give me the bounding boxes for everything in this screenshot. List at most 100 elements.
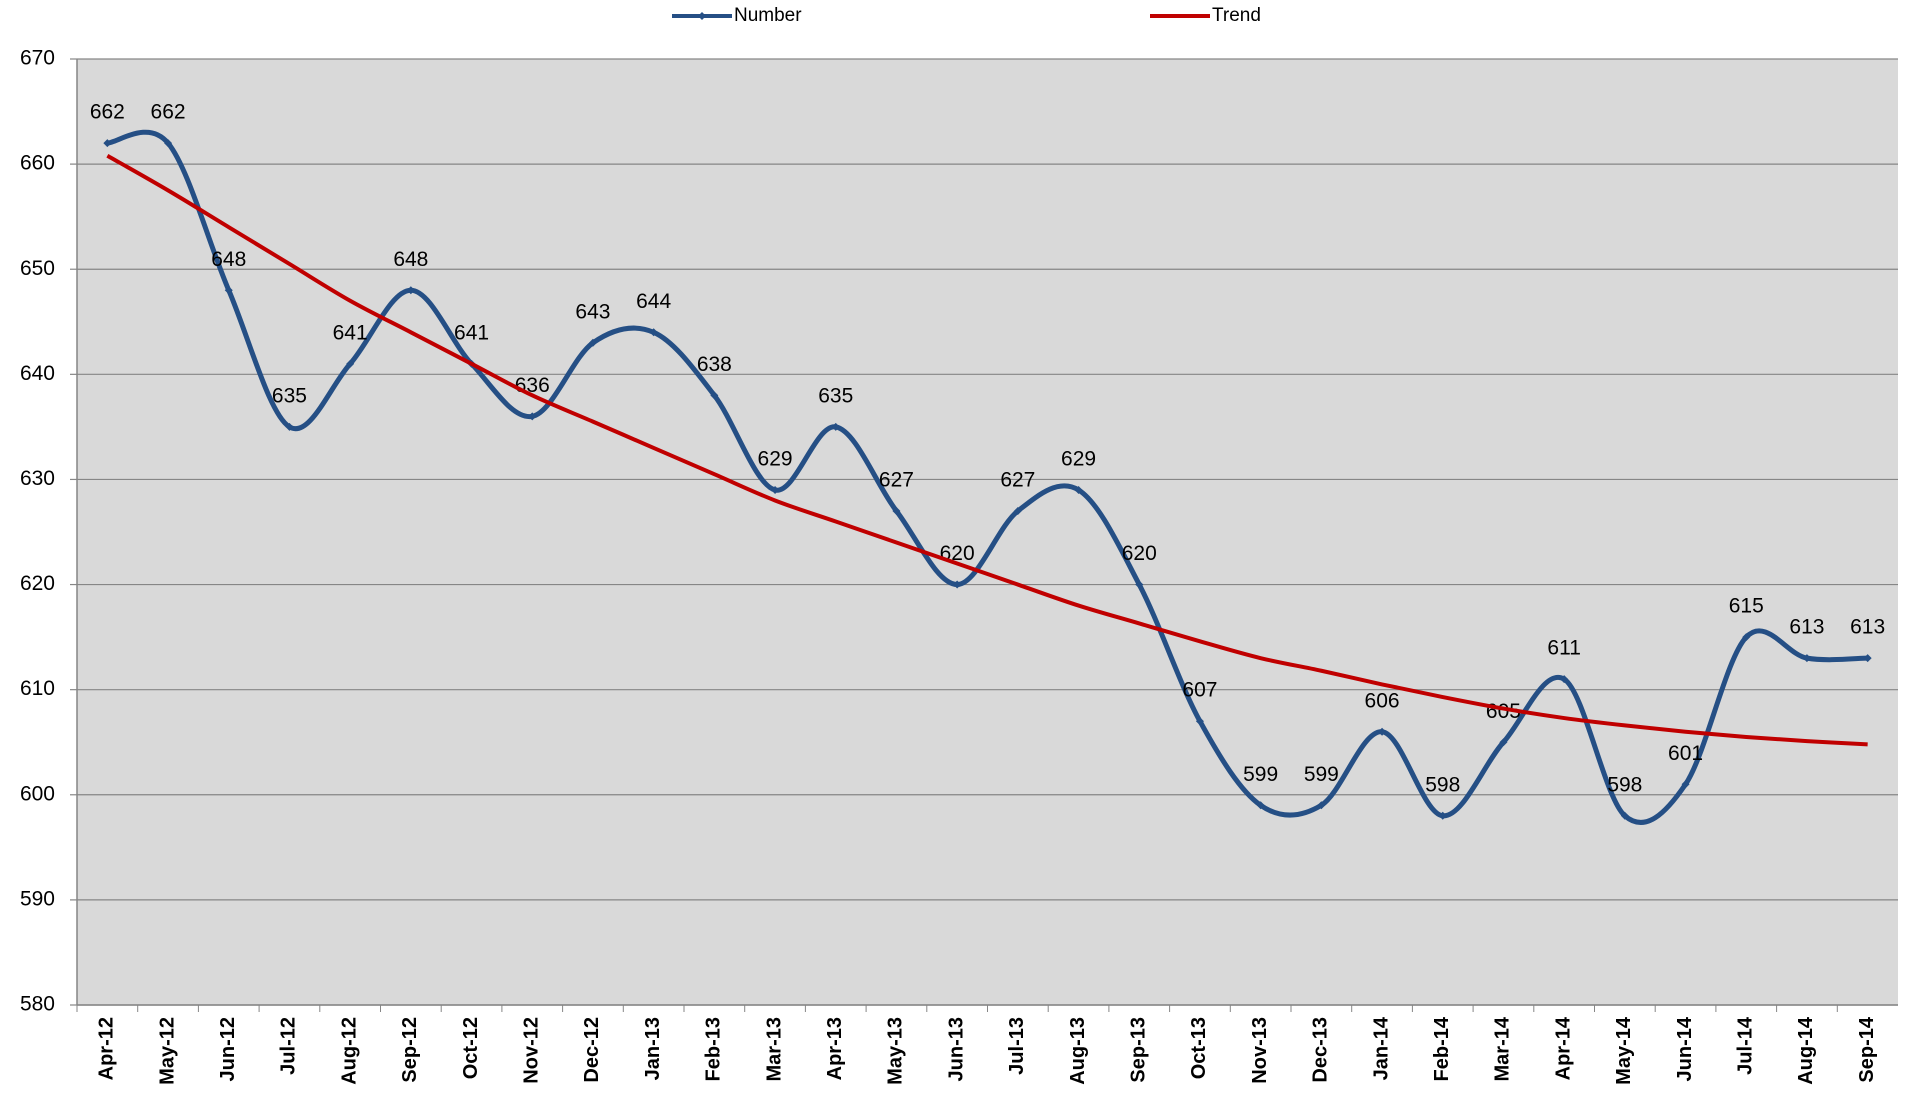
- point-marker: [892, 506, 901, 515]
- data-label: 648: [393, 248, 428, 271]
- y-tick-label: 600: [20, 782, 55, 805]
- data-label: 599: [1243, 763, 1278, 786]
- x-tick-label: May-13: [885, 1017, 907, 1085]
- data-label: 629: [758, 448, 793, 471]
- data-label: 629: [1061, 448, 1096, 471]
- x-tick-label: Aug-13: [1067, 1017, 1089, 1085]
- point-marker: [588, 338, 597, 347]
- x-tick-label: Apr-14: [1552, 1016, 1574, 1080]
- point-marker: [103, 139, 112, 148]
- point-marker: [1620, 811, 1629, 820]
- data-label: 648: [211, 248, 246, 271]
- x-tick-label: Nov-12: [521, 1017, 543, 1084]
- legend-label: Trend: [1212, 5, 1261, 26]
- point-marker: [953, 580, 962, 589]
- point-marker: [406, 286, 415, 295]
- point-marker: [1013, 506, 1022, 515]
- plot-area: [77, 59, 1898, 1005]
- x-tick-label: Dec-12: [581, 1017, 603, 1083]
- data-label: 599: [1304, 763, 1339, 786]
- point-marker: [1378, 727, 1387, 736]
- data-label: 662: [151, 101, 186, 124]
- x-tick-label: Jul-14: [1735, 1016, 1757, 1075]
- data-label: 598: [1607, 773, 1642, 796]
- data-label: 641: [454, 321, 489, 344]
- point-marker: [1681, 780, 1690, 789]
- x-tick-label: Mar-13: [763, 1017, 785, 1081]
- point-marker: [1074, 485, 1083, 494]
- y-tick-label: 590: [20, 887, 55, 910]
- x-tick-label: Jun-12: [217, 1017, 239, 1081]
- x-tick-label: Aug-14: [1795, 1016, 1817, 1085]
- data-label: 606: [1365, 689, 1400, 712]
- data-label: 627: [1000, 469, 1035, 492]
- point-marker: [1742, 633, 1751, 642]
- data-label: 611: [1547, 637, 1580, 660]
- data-label: 638: [697, 353, 732, 376]
- point-marker: [528, 412, 537, 421]
- x-tick-label: Oct-12: [460, 1017, 482, 1079]
- data-label: 620: [1122, 542, 1157, 565]
- x-tick-label: Feb-14: [1431, 1016, 1453, 1081]
- x-tick-label: May-14: [1613, 1016, 1635, 1085]
- data-label: 662: [90, 101, 125, 124]
- point-marker: [1256, 801, 1265, 810]
- x-tick-label: Apr-12: [96, 1017, 118, 1080]
- x-tick-label: Jul-12: [278, 1017, 300, 1075]
- legend-label: Number: [734, 5, 802, 26]
- y-tick-label: 630: [20, 467, 55, 490]
- data-label: 635: [818, 384, 853, 407]
- x-tick-label: Dec-13: [1310, 1017, 1332, 1083]
- point-marker: [1317, 801, 1326, 810]
- x-tick-label: Oct-13: [1188, 1017, 1210, 1079]
- point-marker: [346, 359, 355, 368]
- point-marker: [224, 286, 233, 295]
- data-label: 601: [1668, 742, 1703, 765]
- point-marker: [1802, 654, 1811, 663]
- point-marker: [1195, 717, 1204, 726]
- x-tick-label: Jan-13: [642, 1017, 664, 1080]
- point-marker: [1438, 811, 1447, 820]
- y-tick-label: 650: [20, 257, 55, 280]
- point-marker: [649, 328, 658, 337]
- point-marker: [285, 422, 294, 431]
- x-tick-label: Sep-12: [399, 1017, 421, 1083]
- data-label: 607: [1182, 679, 1217, 702]
- data-label: 613: [1789, 616, 1824, 639]
- point-marker: [1560, 675, 1569, 684]
- y-tick-label: 620: [20, 572, 55, 595]
- data-label: 627: [879, 469, 914, 492]
- x-tick-label: Jun-13: [945, 1017, 967, 1081]
- series-line: [106, 153, 1868, 747]
- point-marker: [1863, 654, 1872, 663]
- data-label: 613: [1850, 616, 1885, 639]
- x-tick-label: May-12: [156, 1017, 178, 1085]
- data-label: 635: [272, 384, 307, 407]
- x-tick-label: Sep-13: [1128, 1017, 1150, 1083]
- point-marker: [771, 485, 780, 494]
- y-tick-label: 670: [20, 47, 55, 70]
- point-marker: [164, 139, 173, 148]
- series-line: [106, 129, 1868, 825]
- x-tick-label: Jan-14: [1370, 1016, 1392, 1080]
- data-label: 643: [575, 300, 610, 323]
- x-tick-label: Jun-14: [1674, 1016, 1696, 1081]
- y-tick-label: 580: [20, 993, 55, 1016]
- point-marker: [831, 422, 840, 431]
- data-label: 641: [333, 321, 368, 344]
- x-tick-label: Sep-14: [1856, 1016, 1878, 1082]
- y-tick-label: 640: [20, 362, 55, 385]
- point-marker: [1499, 738, 1508, 747]
- data-label: 598: [1425, 773, 1460, 796]
- y-tick-label: 660: [20, 152, 55, 175]
- y-tick-label: 610: [20, 677, 55, 700]
- x-tick-label: Aug-12: [338, 1017, 360, 1085]
- x-tick-label: Jul-13: [1006, 1017, 1028, 1075]
- x-tick-label: Nov-13: [1249, 1017, 1271, 1084]
- point-marker: [710, 391, 719, 400]
- data-label: 615: [1729, 595, 1764, 618]
- data-label: 644: [636, 290, 671, 313]
- point-marker: [1135, 580, 1144, 589]
- legend-marker: [698, 12, 706, 20]
